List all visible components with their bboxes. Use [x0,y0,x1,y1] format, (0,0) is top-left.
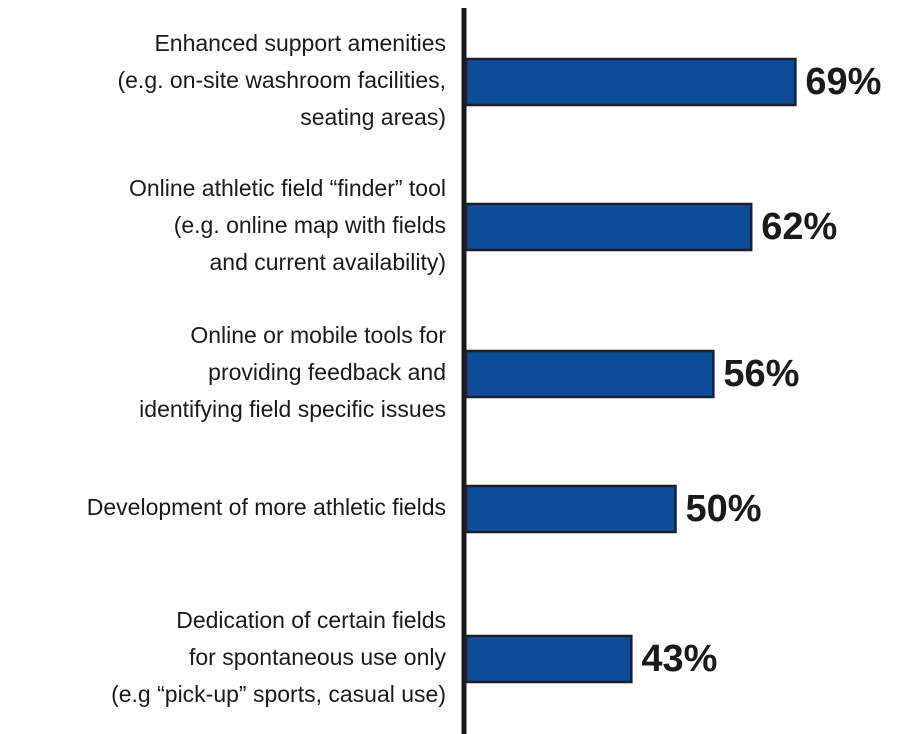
category-label: identifying field specific issues [139,396,446,422]
category-label: and current availability) [209,249,446,275]
bar [464,634,633,684]
bar [464,202,753,252]
category-label: (e.g. on-site washroom facilities, [117,67,446,93]
category-label: (e.g “pick-up” sports, casual use) [111,681,446,707]
value-label: 56% [723,353,799,395]
category-label: Development of more athletic fields [87,494,446,520]
bar [464,349,715,399]
bar [464,484,677,534]
value-label: 43% [641,638,717,680]
category-label: for spontaneous use only [189,644,447,670]
value-label: 62% [761,206,837,248]
category-label: Dedication of certain fields [176,607,446,633]
category-label: Online athletic field “finder” tool [129,175,446,201]
bar [464,57,797,107]
category-label: seating areas) [300,104,446,130]
value-label: 69% [805,61,881,103]
category-label: providing feedback and [208,359,446,385]
category-label: (e.g. online map with fields [174,212,446,238]
category-label: Online or mobile tools for [190,322,446,348]
value-label: 50% [686,488,762,530]
category-label: Enhanced support amenities [154,30,446,56]
